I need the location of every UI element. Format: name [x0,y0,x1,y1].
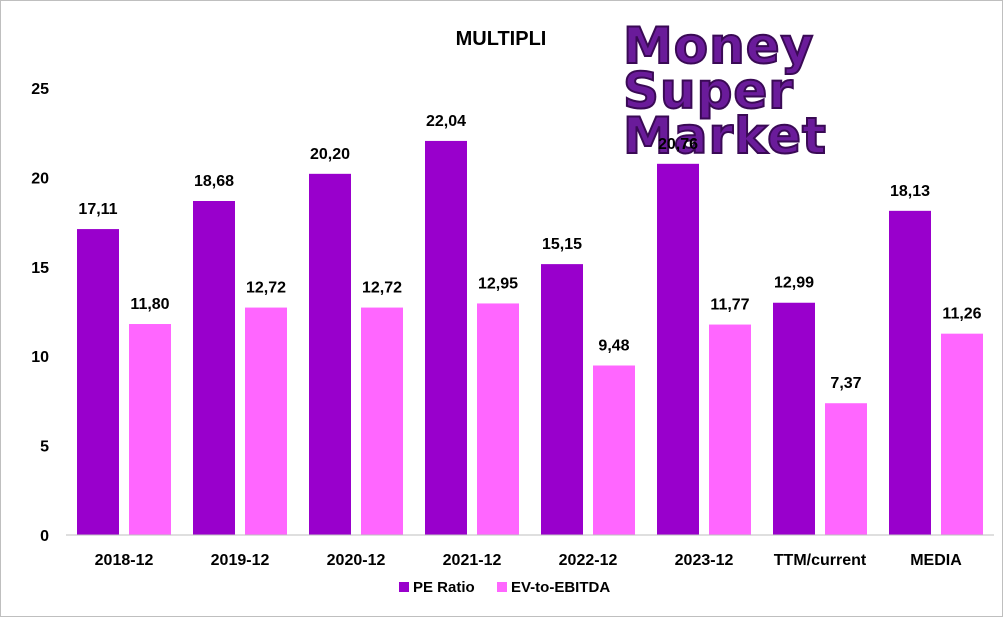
bar [309,173,351,535]
data-label: 11,26 [942,306,981,323]
data-label: 18,13 [890,183,930,200]
legend-label: EV-to-EBITDA [511,579,610,596]
data-label: 15,15 [542,236,582,253]
data-label: 11,77 [710,297,749,314]
bar [129,324,171,535]
x-tick-label: 2018-12 [95,552,154,569]
x-tick-label: 2022-12 [559,552,618,569]
y-tick-label: 5 [40,439,49,456]
data-label: 12,72 [362,280,402,297]
data-label: 18,68 [194,173,234,190]
bar [825,403,867,535]
logo-line-market: Market [623,107,827,165]
data-label: 9,48 [598,337,629,354]
chart-title: MULTIPLI [456,28,547,50]
bar [941,333,983,535]
y-tick-label: 0 [40,528,49,545]
bar [889,210,931,535]
bar [657,163,699,535]
data-label: 11,80 [130,296,169,313]
bar [193,201,235,536]
data-label: 20,76 [658,136,698,153]
bar [361,307,403,535]
data-label: 12,99 [774,275,814,292]
data-label: 20,20 [310,146,350,163]
legend-swatch [399,582,409,592]
logo-line-money: Money [623,17,814,75]
money-super-market-logo: Money Super Market [622,16,827,166]
data-label: 12,72 [246,280,286,297]
y-axis: 0 5 10 15 20 25 [31,81,49,545]
x-tick-label: 2021-12 [443,552,502,569]
y-tick-label: 25 [31,81,49,98]
bar [245,307,287,535]
x-axis: 2018-12 2019-12 2020-12 2021-12 2022-12 2023-… [66,534,994,569]
data-label: 17,11 [78,201,117,218]
bar [773,302,815,535]
data-label: 12,95 [478,275,518,292]
x-tick-label: 2020-12 [327,552,386,569]
x-tick-label: MEDIA [910,552,962,569]
legend-swatch [497,582,507,592]
legend-label: PE Ratio [413,579,475,596]
legend: PE Ratio EV-to-EBITDA [399,579,610,596]
y-tick-label: 15 [31,260,49,277]
bar [477,303,519,535]
y-tick-label: 20 [31,170,49,187]
x-tick-label: TTM/current [774,552,867,569]
bar [593,365,635,535]
bars-group: 17,11 11,80 18,68 12,72 20,20 12,72 22,04 12,95… [77,113,983,536]
x-tick-label: 2023-12 [675,552,734,569]
data-label: 7,37 [830,375,861,392]
bar [77,229,119,536]
bar [709,324,751,535]
data-label: 22,04 [426,113,466,130]
bar [541,264,583,535]
logo-line-super: Super [623,62,794,120]
y-tick-label: 10 [31,349,49,366]
x-tick-label: 2019-12 [211,552,270,569]
bar [425,140,467,535]
